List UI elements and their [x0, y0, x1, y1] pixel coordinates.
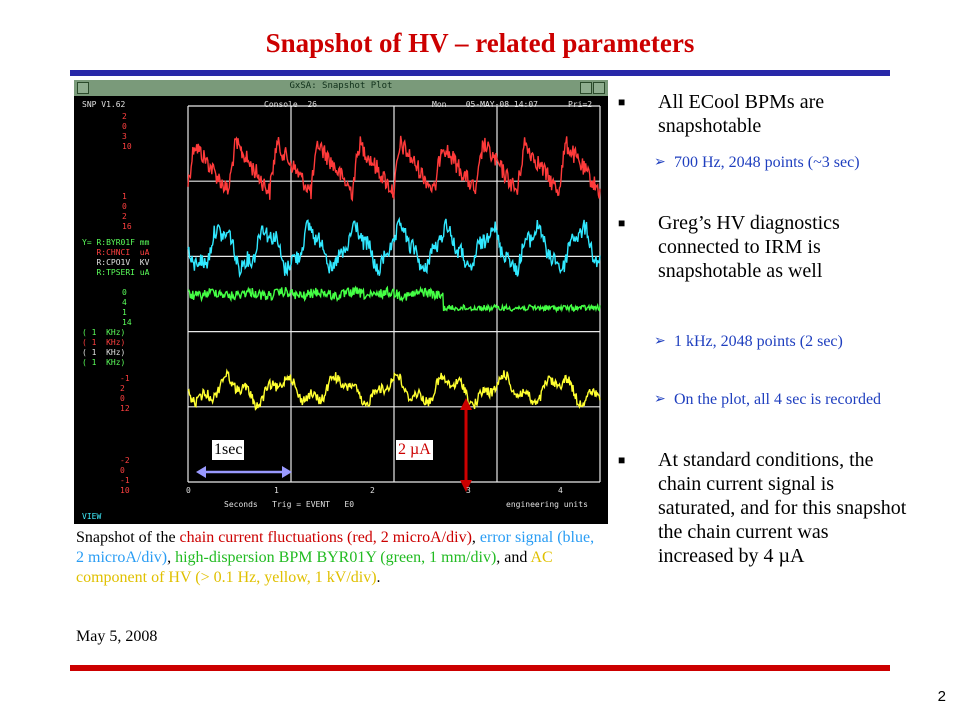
caption-part-0: Snapshot of the — [76, 529, 180, 546]
bullet-5: ■ At standard conditions, the chain curre… — [618, 449, 907, 567]
x-tick-1: 1 — [274, 486, 279, 495]
snapshot-window-title: GxSA: Snapshot Plot — [289, 81, 393, 91]
caption-part-1: , — [471, 529, 480, 546]
bullet-square-icon: ■ — [618, 95, 626, 109]
y-axis-group-4: -1 2 0 12 — [120, 374, 130, 413]
two-ua-arrow-top-head — [460, 398, 472, 410]
x-tick-3: 3 — [466, 486, 471, 495]
caption-part-3: , and — [496, 549, 531, 566]
error-signal-trace — [187, 216, 601, 279]
y-axis-group-3: 0 4 1 14 — [122, 288, 132, 327]
legend-item-0: Y= R:BYR01F mm — [82, 238, 150, 247]
priority-label: Pri=2 — [568, 100, 593, 109]
chain-current-trace — [187, 135, 601, 202]
caption-part-2: , — [167, 549, 176, 566]
bullet-0: ■ All ECool BPMs are snapshotable — [618, 91, 825, 137]
y-axis-group-5: -2 0 -1 10 — [120, 456, 130, 495]
minimize-button[interactable] — [580, 82, 592, 94]
legend-item-1: R:CHNCI uA — [82, 248, 150, 257]
bullet-square-icon: ■ — [618, 216, 626, 230]
rate-0: ( 1 KHz) — [82, 328, 126, 337]
snapshot-titlebar: GxSA: Snapshot Plot — [74, 80, 608, 96]
top-rule — [70, 70, 890, 76]
one-sec-arrow-right-head — [282, 466, 292, 478]
caption-yellow: AC component of HV (> 0.1 Hz, yellow, 1 … — [76, 549, 553, 586]
bottom-rule — [70, 665, 890, 671]
arrow-bullet-icon: ➢ — [654, 334, 666, 349]
x-tick-2: 2 — [370, 486, 375, 495]
page-number: 2 — [937, 688, 946, 705]
x-tick-4: 4 — [558, 486, 563, 495]
two-microamp-label: 2 µA — [396, 440, 433, 460]
caption-date: May 5, 2008 — [76, 628, 158, 645]
hv-ac-trace — [187, 368, 601, 411]
timestamp-label: Mon 05-MAY-08 14:07 — [432, 100, 538, 109]
caption-blue: error signal (blue, 2 microA/div) — [76, 529, 595, 566]
bullet-2: ■ Greg’s HV diagnostics connected to IRM … — [618, 212, 840, 282]
legend-item-2: R:CPO1V KV — [82, 258, 150, 267]
snapshot-plot — [187, 105, 601, 492]
sub-bullet-1: ➢ 700 Hz, 2048 points (~3 sec) — [654, 154, 860, 171]
view-label[interactable]: VIEW — [82, 512, 102, 521]
bullet-square-icon: ■ — [618, 453, 626, 467]
sub-bullet-3: ➢ 1 kHz, 2048 points (2 sec) — [654, 333, 843, 350]
rate-2: ( 1 KHz) — [82, 348, 126, 357]
rate-3: ( 1 KHz) — [82, 358, 126, 367]
caption-green: high-dispersion BPM BYR01Y (green, 1 mm/… — [175, 549, 497, 566]
one-sec-arrow-left-head — [196, 466, 206, 478]
console-label: Console 26 — [264, 100, 317, 109]
one-sec-label: 1sec — [212, 440, 245, 460]
caption-red: chain current fluctuations (red, 2 micro… — [179, 529, 472, 546]
snapshot-window: GxSA: Snapshot Plot SNP V1.62 Console 26… — [74, 80, 608, 524]
legend-item-3: R:TPSERI uA — [82, 268, 150, 277]
slide-title: Snapshot of HV – related parameters — [265, 28, 695, 58]
y-axis-group-2: 1 0 2 16 — [122, 192, 132, 231]
rate-1: ( 1 KHz) — [82, 338, 126, 347]
x-tick-0: 0 — [186, 486, 191, 495]
sub-bullet-4: ➢ On the plot, all 4 sec is recorded — [654, 391, 882, 408]
two-ua-arrow-bottom-head — [460, 480, 472, 492]
maximize-button[interactable] — [593, 82, 605, 94]
units-label: engineering units — [506, 500, 588, 509]
x-axis-label: Seconds Trig = EVENT E0 — [224, 500, 355, 509]
figure-caption: Snapshot of the chain current fluctuatio… — [76, 528, 596, 588]
caption-part-4: . — [376, 569, 381, 586]
window-menu-button[interactable] — [77, 82, 89, 94]
version-label: SNP V1.62 — [82, 100, 126, 109]
bpm-trace — [187, 285, 601, 314]
arrow-bullet-icon: ➢ — [654, 155, 666, 170]
arrow-bullet-icon: ➢ — [654, 392, 666, 407]
y-axis-group-1: 2 0 3 10 — [122, 112, 132, 151]
